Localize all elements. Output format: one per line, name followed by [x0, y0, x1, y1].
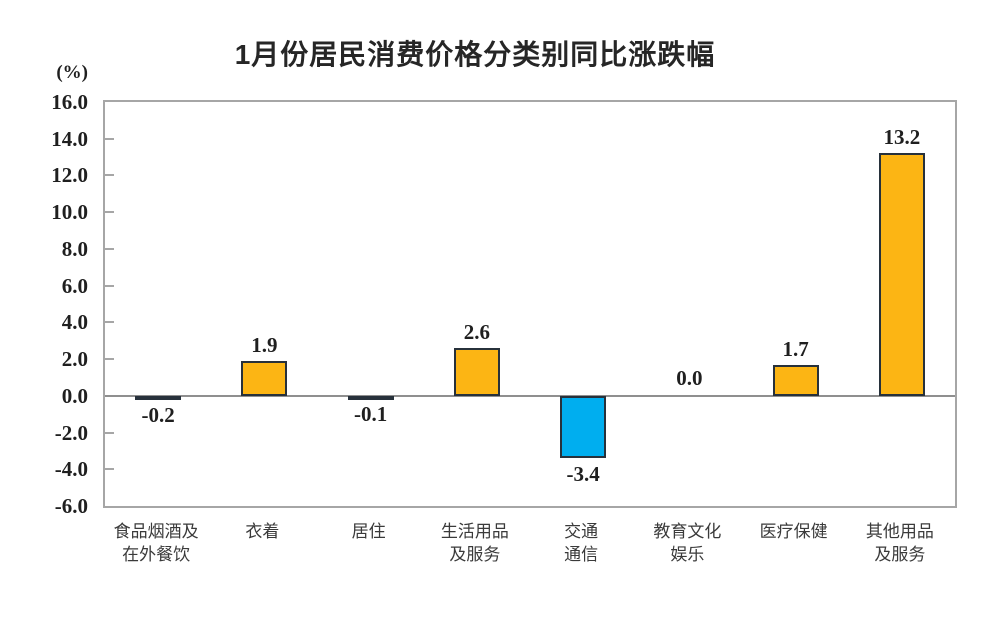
bar-value-label: 13.2	[883, 125, 921, 150]
x-axis-category-label: 其他用品 及服务	[865, 522, 934, 564]
y-axis-tick-label: 10.0	[51, 200, 88, 225]
y-axis-tick-label: 16.0	[51, 90, 88, 114]
bar-value-label: 0.0	[676, 365, 703, 390]
x-axis-category-label: 衣着	[245, 522, 280, 541]
chart-bar	[878, 153, 925, 396]
y-axis-tick-label: 0.0	[61, 383, 88, 408]
bar-value-label: 1.9	[251, 332, 278, 357]
y-axis-tick-label: 6.0	[61, 273, 88, 298]
chart-bar	[241, 360, 288, 396]
chart-bar	[347, 395, 394, 400]
chart-bar	[772, 364, 819, 396]
y-axis-tick	[105, 137, 114, 140]
y-axis-tick-label: 12.0	[51, 163, 88, 188]
chart-bar	[453, 348, 500, 396]
y-axis-tick	[105, 247, 114, 250]
chart-bar	[560, 395, 607, 459]
y-axis-tick	[105, 174, 114, 177]
plot-area: -0.2 1.9 -0.1 2.6 -3.4 0.0 1.7 13.2	[103, 100, 957, 508]
x-axis-category-label: 交通 通信	[564, 522, 599, 564]
zero-axis-line	[105, 394, 955, 397]
x-axis-category-label: 生活用品 及服务	[440, 522, 509, 564]
y-axis-tick	[105, 431, 114, 434]
y-axis-tick-label: 4.0	[61, 310, 88, 335]
bar-value-label: -3.4	[566, 462, 600, 487]
y-axis-tick-label: 14.0	[51, 126, 88, 151]
plot-area-inner: -0.2 1.9 -0.1 2.6 -3.4 0.0 1.7 13.2	[105, 102, 955, 506]
x-axis-category-label: 医疗保健	[759, 522, 828, 541]
bar-value-label: 1.7	[782, 336, 809, 361]
bar-value-label: -0.1	[354, 401, 388, 426]
y-axis-tick	[105, 284, 114, 287]
y-axis-tick	[105, 468, 114, 471]
y-axis-tick-label: -6.0	[54, 494, 88, 518]
y-axis-tick-label: 8.0	[61, 236, 88, 261]
y-axis-tick	[105, 321, 114, 324]
y-axis-tick	[105, 211, 114, 214]
y-axis-tick-label: 2.0	[61, 347, 88, 372]
bar-value-label: -0.2	[141, 403, 175, 428]
y-axis-tick	[105, 358, 114, 361]
x-axis-category-label: 教育文化 娱乐	[653, 522, 722, 564]
chart-bar	[135, 395, 182, 400]
y-axis-tick-label: -2.0	[54, 420, 88, 445]
x-axis-category-label: 居住	[351, 522, 386, 541]
y-axis-tick-label: -4.0	[54, 457, 88, 482]
chart-title: 1月份居民消费价格分类别同比涨跌幅	[234, 39, 716, 70]
y-axis-unit-label: (%)	[56, 62, 88, 83]
bar-value-label: 2.6	[463, 320, 490, 345]
x-axis-category-label: 食品烟酒及 在外餐饮	[113, 522, 199, 564]
